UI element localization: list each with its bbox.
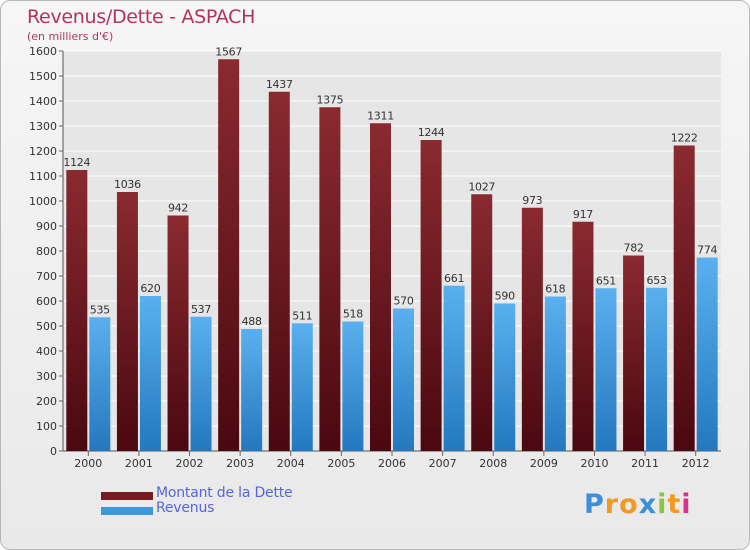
bar-revenus [89, 317, 111, 451]
x-tick-label: 2004 [277, 457, 305, 470]
data-label-revenus: 535 [90, 303, 110, 316]
bar-revenus [696, 257, 718, 451]
bar-revenus [190, 316, 212, 451]
bar-dette [218, 59, 240, 451]
bar-revenus [443, 285, 465, 451]
data-label-revenus: 511 [292, 309, 312, 322]
data-label-dette: 1567 [215, 45, 242, 58]
y-tick-label: 1300 [29, 120, 57, 133]
y-tick-label: 200 [36, 395, 57, 408]
data-label-dette: 782 [624, 242, 644, 255]
y-tick-label: 1500 [29, 70, 57, 83]
bar-dette [673, 145, 695, 451]
bar-dette [268, 91, 290, 451]
data-label-revenus: 651 [596, 274, 616, 287]
logo-letter: t [667, 489, 682, 520]
y-tick-label: 300 [36, 370, 57, 383]
bar-dette [420, 140, 442, 451]
data-label-dette: 973 [522, 194, 542, 207]
data-label-dette: 1222 [671, 132, 698, 145]
data-label-dette: 1027 [468, 180, 495, 193]
x-tick-label: 2000 [74, 457, 102, 470]
y-tick-label: 1200 [29, 145, 57, 158]
logo-letter: P [584, 489, 605, 520]
y-tick-label: 900 [36, 220, 57, 233]
chart-title: Revenus/Dette - ASPACH [27, 6, 256, 28]
data-label-revenus: 590 [495, 290, 515, 303]
y-tick-label: 600 [36, 295, 57, 308]
bar-revenus [241, 329, 263, 451]
logo-letter: i [681, 489, 692, 520]
y-tick-label: 1400 [29, 95, 57, 108]
x-tick-label: 2012 [682, 457, 710, 470]
y-tick-label: 1100 [29, 170, 57, 183]
y-tick-label: 700 [36, 270, 57, 283]
x-tick-label: 2001 [125, 457, 153, 470]
bar-revenus [393, 308, 414, 451]
y-tick-label: 0 [50, 445, 57, 458]
x-tick-label: 2005 [327, 457, 355, 470]
bar-revenus [646, 287, 668, 451]
y-tick-label: 500 [36, 320, 57, 333]
y-tick-label: 1600 [29, 45, 57, 58]
data-label-dette: 1036 [114, 178, 141, 191]
data-label-dette: 942 [168, 202, 188, 215]
logo-letter: r [604, 489, 620, 520]
data-label-revenus: 537 [191, 303, 211, 316]
data-label-revenus: 618 [545, 283, 565, 296]
legend-swatch-dette [101, 492, 153, 500]
x-tick-label: 2008 [479, 457, 507, 470]
legend-label-revenus: Revenus [156, 500, 215, 516]
bar-dette [116, 192, 138, 451]
bar-dette [521, 207, 543, 451]
data-label-revenus: 488 [242, 315, 262, 328]
data-label-dette: 1124 [63, 156, 90, 169]
logo-letter: i [657, 489, 668, 520]
x-tick-label: 2007 [429, 457, 457, 470]
x-tick-label: 2010 [580, 457, 608, 470]
data-label-revenus: 653 [647, 274, 667, 287]
y-tick-label: 100 [36, 420, 57, 433]
data-label-revenus: 570 [393, 295, 413, 308]
x-tick-label: 2006 [378, 457, 406, 470]
bar-revenus [494, 303, 516, 451]
x-tick-label: 2002 [176, 457, 204, 470]
x-tick-label: 2009 [530, 457, 558, 470]
bar-dette [66, 170, 88, 451]
data-label-dette: 1311 [367, 109, 394, 122]
bar-revenus [291, 323, 313, 451]
bar-dette [471, 194, 493, 451]
bar-revenus [139, 296, 161, 451]
bar-dette [572, 221, 594, 451]
data-label-revenus: 518 [343, 308, 363, 321]
data-label-dette: 1437 [266, 78, 293, 91]
bar-dette [623, 255, 645, 451]
chart-subtitle: (en milliers d'€) [27, 30, 114, 43]
data-label-dette: 1244 [418, 126, 445, 139]
data-label-revenus: 661 [444, 272, 464, 285]
bar-revenus [342, 321, 364, 451]
x-tick-label: 2003 [226, 457, 254, 470]
bar-dette [370, 123, 391, 451]
bar-revenus [544, 296, 566, 451]
data-label-revenus: 620 [140, 282, 160, 295]
x-tick-label: 2011 [631, 457, 659, 470]
bar-dette [167, 215, 189, 451]
bar-revenus [595, 288, 617, 451]
data-label-dette: 917 [573, 208, 593, 221]
proxiti-logo: Proxiti [584, 489, 692, 520]
y-tick-label: 1000 [29, 195, 57, 208]
data-label-revenus: 774 [697, 244, 717, 257]
logo-letter: x [638, 489, 658, 520]
logo-letter: o [619, 489, 639, 520]
legend-swatch-revenus [101, 507, 153, 515]
bar-dette [319, 107, 341, 451]
y-tick-label: 800 [36, 245, 57, 258]
legend-label-dette: Montant de la Dette [156, 485, 293, 501]
y-tick-label: 400 [36, 345, 57, 358]
data-label-dette: 1375 [316, 93, 343, 106]
